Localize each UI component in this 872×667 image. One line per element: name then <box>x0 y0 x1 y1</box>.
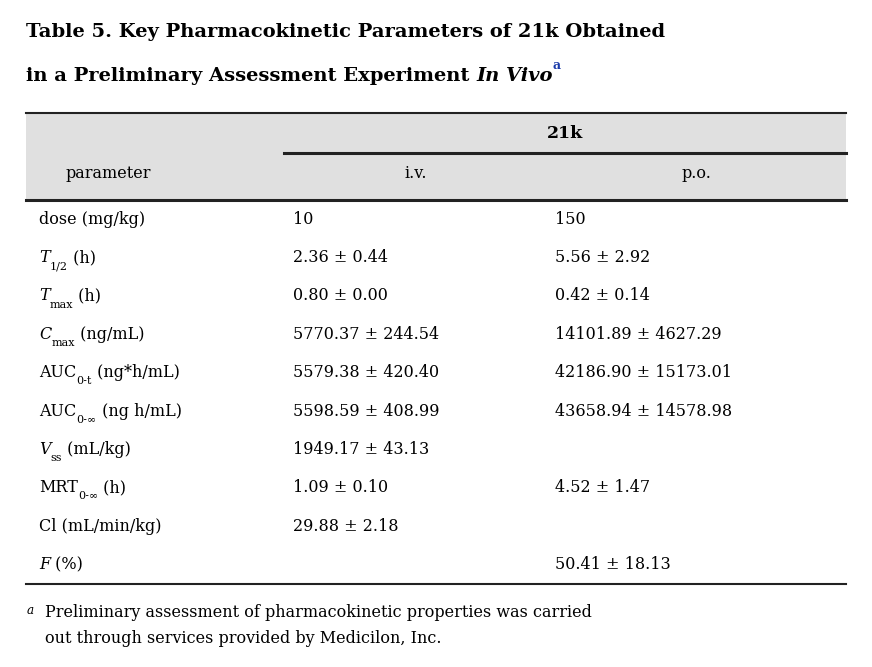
Text: F: F <box>39 556 51 573</box>
Text: p.o.: p.o. <box>681 165 712 182</box>
Text: i.v.: i.v. <box>405 165 426 182</box>
Text: 5598.59 ± 408.99: 5598.59 ± 408.99 <box>293 403 439 420</box>
Text: 0.80 ± 0.00: 0.80 ± 0.00 <box>293 287 388 304</box>
Text: ss: ss <box>51 453 62 463</box>
Text: 10: 10 <box>293 211 313 227</box>
Text: 21k: 21k <box>547 125 583 142</box>
Text: AUC: AUC <box>39 364 77 381</box>
Text: Preliminary assessment of pharmacokinetic properties was carried: Preliminary assessment of pharmacokineti… <box>45 604 592 620</box>
Text: 5579.38 ± 420.40: 5579.38 ± 420.40 <box>293 364 439 381</box>
Text: 150: 150 <box>555 211 586 227</box>
Text: (ng/mL): (ng/mL) <box>75 326 145 343</box>
Text: 0-∞: 0-∞ <box>77 415 97 425</box>
Text: (h): (h) <box>68 249 96 266</box>
Text: 14101.89 ± 4627.29: 14101.89 ± 4627.29 <box>555 326 722 343</box>
Text: T: T <box>39 249 50 266</box>
Text: a: a <box>26 604 33 616</box>
Text: max: max <box>51 338 75 348</box>
Text: 29.88 ± 2.18: 29.88 ± 2.18 <box>293 518 399 534</box>
Text: 0-t: 0-t <box>77 376 92 386</box>
Text: C: C <box>39 326 51 343</box>
Text: 1949.17 ± 43.13: 1949.17 ± 43.13 <box>293 441 429 458</box>
Text: Table 5. Key Pharmacokinetic Parameters of 21k Obtained: Table 5. Key Pharmacokinetic Parameters … <box>26 23 665 41</box>
Text: MRT: MRT <box>39 480 78 496</box>
Text: 0.42 ± 0.14: 0.42 ± 0.14 <box>555 287 651 304</box>
Text: out through services provided by Medicilon, Inc.: out through services provided by Medicil… <box>45 630 442 647</box>
Text: T: T <box>39 287 50 304</box>
Text: 0-∞: 0-∞ <box>78 492 99 502</box>
Text: a: a <box>553 59 561 71</box>
Text: 4.52 ± 1.47: 4.52 ± 1.47 <box>555 480 651 496</box>
Text: 2.36 ± 0.44: 2.36 ± 0.44 <box>293 249 388 266</box>
Text: In Vivo: In Vivo <box>476 67 553 85</box>
Text: AUC: AUC <box>39 403 77 420</box>
Text: in a Preliminary Assessment Experiment: in a Preliminary Assessment Experiment <box>26 67 476 85</box>
Text: parameter: parameter <box>65 165 151 182</box>
Text: (ng*h/mL): (ng*h/mL) <box>92 364 180 381</box>
Text: 42186.90 ± 15173.01: 42186.90 ± 15173.01 <box>555 364 732 381</box>
Text: (mL/kg): (mL/kg) <box>62 441 131 458</box>
Text: dose (mg/kg): dose (mg/kg) <box>39 211 146 227</box>
Text: Cl (mL/min/kg): Cl (mL/min/kg) <box>39 518 161 534</box>
Text: 43658.94 ± 14578.98: 43658.94 ± 14578.98 <box>555 403 732 420</box>
Text: (h): (h) <box>73 287 101 304</box>
Text: 5770.37 ± 244.54: 5770.37 ± 244.54 <box>293 326 439 343</box>
Text: (ng h/mL): (ng h/mL) <box>97 403 181 420</box>
Text: max: max <box>50 299 73 309</box>
Text: 50.41 ± 18.13: 50.41 ± 18.13 <box>555 556 671 573</box>
Text: (h): (h) <box>99 480 126 496</box>
Text: 5.56 ± 2.92: 5.56 ± 2.92 <box>555 249 651 266</box>
Bar <box>26 113 846 200</box>
Text: (%): (%) <box>51 556 83 573</box>
Text: V: V <box>39 441 51 458</box>
Text: 1.09 ± 0.10: 1.09 ± 0.10 <box>293 480 388 496</box>
Text: 1/2: 1/2 <box>50 261 68 271</box>
